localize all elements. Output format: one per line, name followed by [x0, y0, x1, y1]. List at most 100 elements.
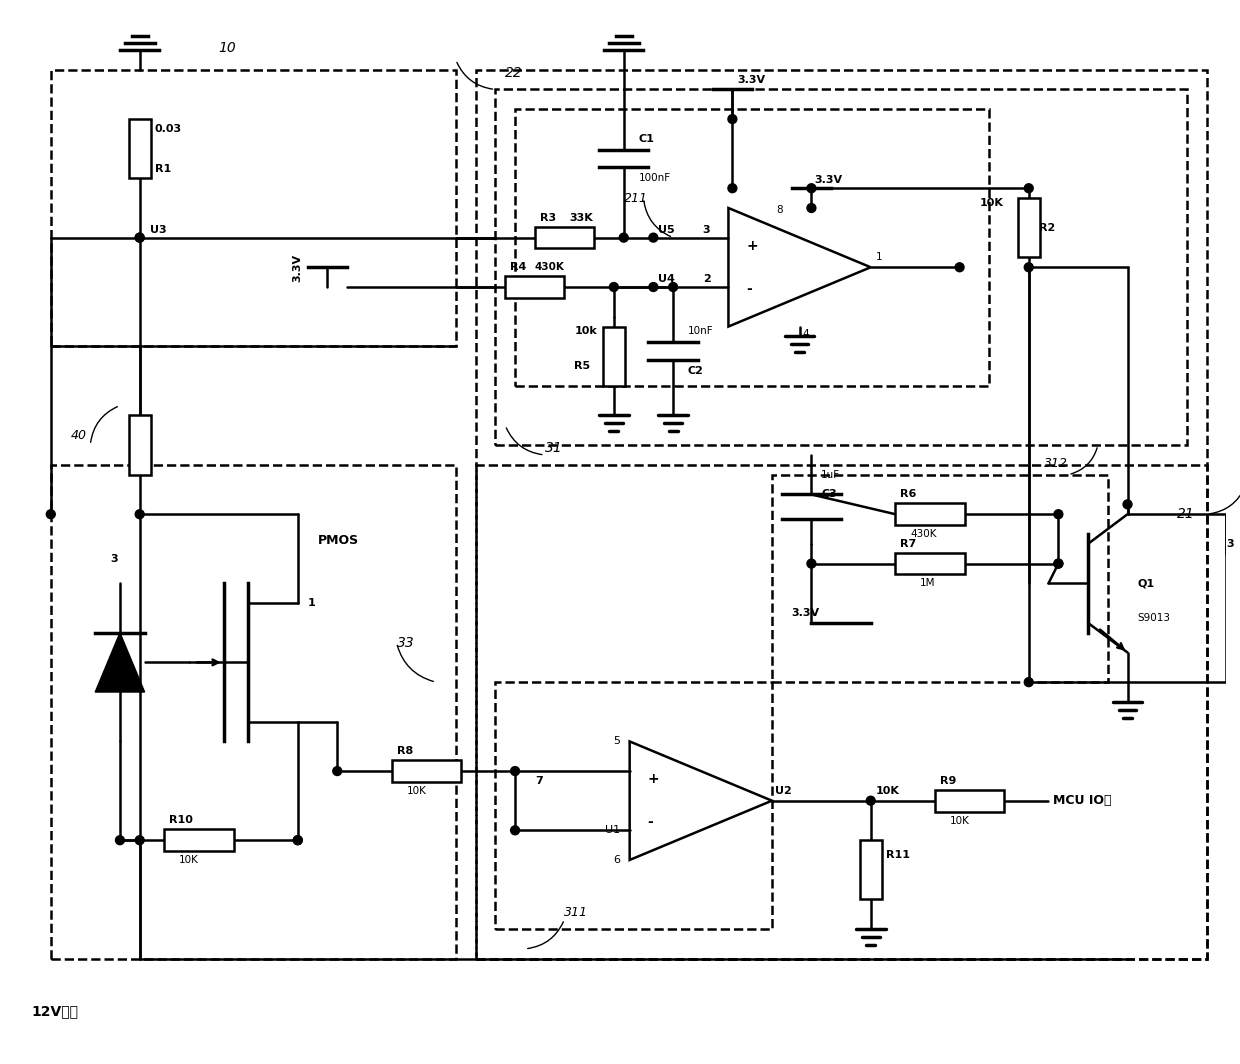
Bar [505, 277, 564, 298]
Polygon shape [95, 633, 145, 692]
Circle shape [294, 835, 303, 845]
Text: C2: C2 [688, 366, 704, 376]
Circle shape [135, 510, 144, 518]
Bar [392, 760, 461, 782]
Circle shape [1123, 500, 1132, 509]
Text: 1: 1 [308, 598, 315, 609]
Bar [859, 841, 882, 899]
Text: -: - [746, 282, 751, 296]
Text: 1: 1 [875, 252, 882, 263]
Text: C1: C1 [639, 134, 655, 144]
Circle shape [135, 233, 144, 243]
Text: 0.03: 0.03 [155, 123, 181, 134]
Text: R8: R8 [397, 746, 413, 757]
Text: 10: 10 [218, 40, 237, 55]
Circle shape [294, 835, 303, 845]
Text: 3: 3 [110, 553, 118, 564]
Text: R7: R7 [900, 538, 916, 549]
Circle shape [807, 560, 816, 568]
Bar [603, 327, 625, 386]
Text: 8: 8 [776, 205, 782, 215]
Circle shape [511, 826, 520, 835]
Text: 6: 6 [613, 855, 620, 865]
Text: 40: 40 [71, 429, 87, 442]
Text: 3.3V: 3.3V [815, 176, 842, 185]
Circle shape [511, 767, 520, 776]
Bar [476, 465, 1207, 959]
Text: R5: R5 [574, 361, 590, 371]
Bar [476, 69, 1207, 959]
Text: R11: R11 [885, 850, 909, 860]
Text: 312: 312 [1044, 456, 1068, 470]
Text: U1: U1 [605, 826, 620, 835]
Text: 10K: 10K [180, 855, 200, 865]
Circle shape [1024, 184, 1033, 193]
Text: R2: R2 [1039, 222, 1055, 233]
Circle shape [135, 233, 144, 243]
Text: U2: U2 [775, 785, 791, 796]
Text: 100nF: 100nF [639, 173, 671, 183]
Text: 10K: 10K [980, 198, 1003, 207]
Text: MCU IO口: MCU IO口 [1054, 794, 1112, 808]
Circle shape [115, 835, 124, 845]
Text: 430K: 430K [910, 529, 936, 539]
Text: 22: 22 [505, 66, 523, 80]
Text: 1uF: 1uF [821, 469, 841, 480]
Text: 33: 33 [397, 635, 414, 650]
Circle shape [649, 233, 657, 243]
Text: 211: 211 [624, 192, 647, 204]
Text: R1: R1 [155, 164, 171, 173]
Bar [51, 69, 456, 346]
Circle shape [649, 283, 657, 292]
Circle shape [807, 184, 816, 193]
Text: U5: U5 [658, 225, 675, 235]
Text: 10K: 10K [950, 815, 970, 826]
Text: 3.3V: 3.3V [791, 608, 820, 618]
Text: 10k: 10k [574, 327, 598, 336]
Text: 12V电池: 12V电池 [31, 1004, 78, 1018]
Bar [1018, 198, 1039, 257]
Bar [773, 475, 1107, 682]
Text: R3: R3 [539, 213, 556, 222]
Text: R10: R10 [170, 815, 193, 826]
Text: 4: 4 [802, 330, 810, 339]
Text: PMOS: PMOS [317, 534, 358, 547]
Circle shape [1024, 263, 1033, 271]
Text: -: - [647, 815, 653, 829]
Circle shape [728, 184, 737, 193]
Bar [534, 227, 594, 249]
Circle shape [135, 835, 144, 845]
Circle shape [46, 510, 56, 518]
Text: 311: 311 [564, 907, 589, 919]
Text: S9013: S9013 [1137, 613, 1171, 624]
Text: 3: 3 [703, 225, 711, 235]
Text: 10K: 10K [875, 785, 899, 796]
Text: +: + [647, 772, 660, 786]
Text: 3: 3 [1226, 538, 1234, 549]
Text: 31: 31 [544, 440, 563, 455]
Bar [895, 552, 965, 575]
Circle shape [1054, 510, 1063, 518]
Circle shape [1024, 678, 1033, 686]
Text: 3.3V: 3.3V [738, 74, 765, 84]
Text: 3.3V: 3.3V [293, 254, 303, 282]
Text: U3: U3 [150, 225, 166, 235]
Bar [495, 682, 773, 929]
Text: 1M: 1M [920, 579, 936, 588]
Bar [129, 119, 150, 179]
Circle shape [619, 233, 629, 243]
Circle shape [1054, 560, 1063, 568]
Text: 5: 5 [613, 736, 620, 747]
Text: +: + [746, 239, 758, 253]
Text: 10nF: 10nF [688, 327, 713, 336]
Circle shape [609, 283, 619, 292]
Circle shape [1054, 560, 1063, 568]
Text: 33K: 33K [569, 213, 593, 222]
Bar [495, 89, 1187, 445]
Text: 21: 21 [1177, 508, 1194, 521]
Bar [165, 829, 233, 851]
Text: C3: C3 [821, 489, 837, 499]
Circle shape [332, 767, 342, 776]
Circle shape [955, 263, 963, 271]
Text: U4: U4 [658, 275, 675, 284]
